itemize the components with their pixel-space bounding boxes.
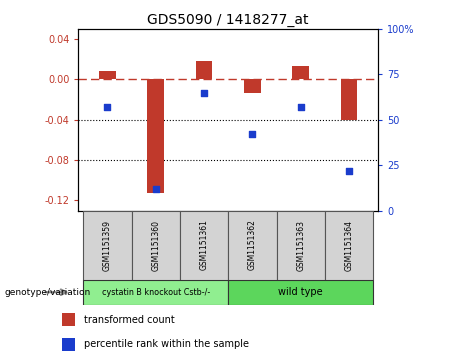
Text: GSM1151362: GSM1151362 <box>248 220 257 270</box>
Bar <box>131 211 180 280</box>
Point <box>152 186 160 192</box>
Text: genotype/variation: genotype/variation <box>5 288 91 297</box>
Bar <box>195 61 213 79</box>
Bar <box>62 313 75 326</box>
Text: GSM1151360: GSM1151360 <box>151 220 160 270</box>
Bar <box>99 72 116 79</box>
Bar <box>325 211 373 280</box>
Point <box>297 104 304 110</box>
Text: GSM1151363: GSM1151363 <box>296 220 305 270</box>
Text: GSM1151364: GSM1151364 <box>344 220 354 270</box>
Bar <box>228 280 373 305</box>
Bar <box>180 211 228 280</box>
Bar <box>341 79 357 120</box>
Text: cystatin B knockout Cstb-/-: cystatin B knockout Cstb-/- <box>101 288 210 297</box>
Bar <box>83 211 131 280</box>
Point <box>345 168 353 174</box>
Bar <box>147 79 164 193</box>
Bar <box>62 338 75 351</box>
Text: GSM1151359: GSM1151359 <box>103 220 112 270</box>
Bar <box>292 66 309 79</box>
Text: transformed count: transformed count <box>84 315 175 325</box>
Bar <box>83 280 228 305</box>
Text: percentile rank within the sample: percentile rank within the sample <box>84 339 249 350</box>
Text: wild type: wild type <box>278 287 323 297</box>
Bar <box>277 211 325 280</box>
Point <box>104 104 111 110</box>
Bar <box>228 211 277 280</box>
Bar <box>244 79 261 93</box>
Text: GSM1151361: GSM1151361 <box>200 220 208 270</box>
Point <box>248 131 256 137</box>
Point <box>201 90 208 95</box>
Title: GDS5090 / 1418277_at: GDS5090 / 1418277_at <box>148 13 309 26</box>
